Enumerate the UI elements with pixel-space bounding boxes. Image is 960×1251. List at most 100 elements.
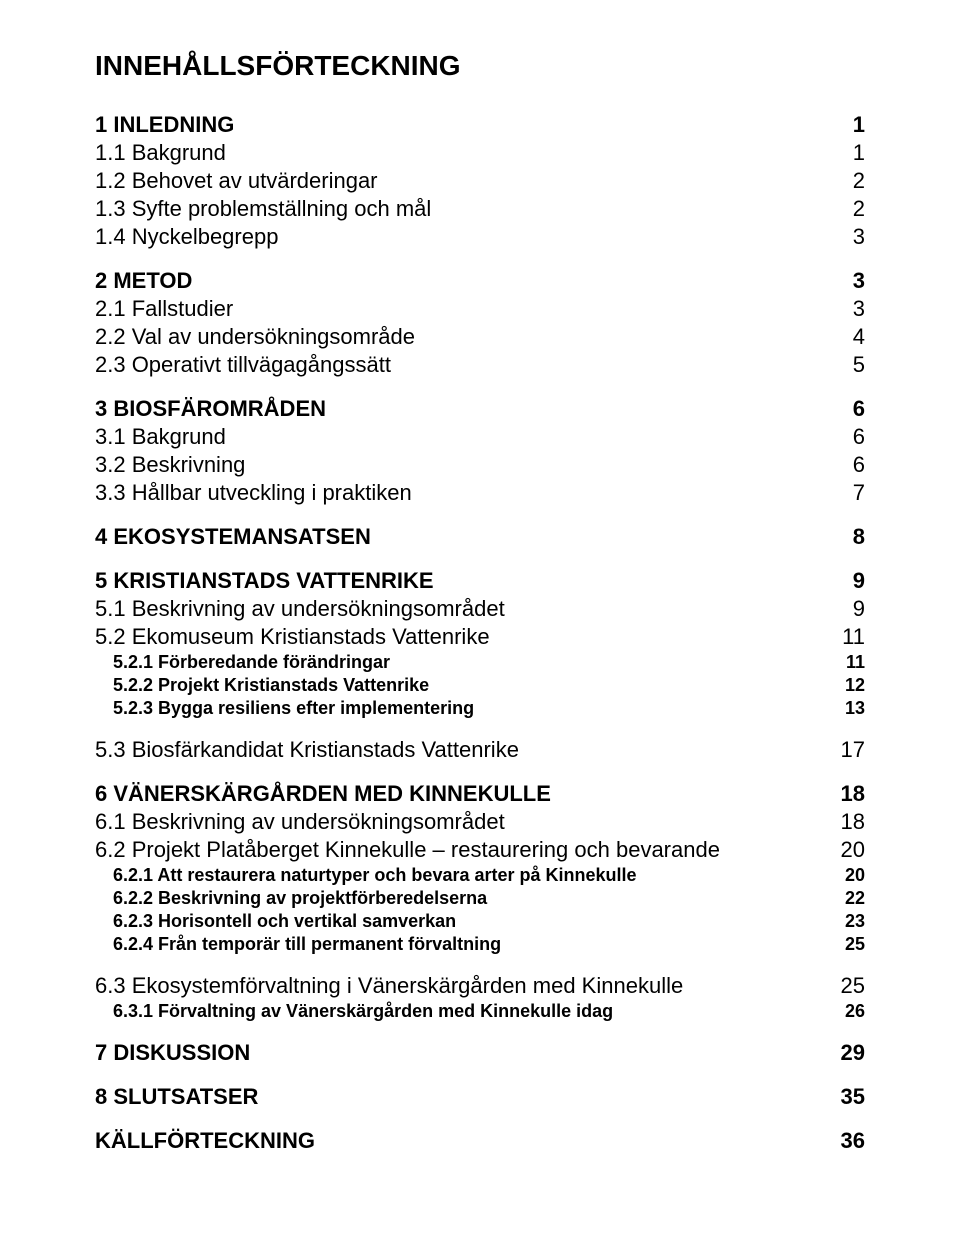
toc-entry-label: 6.2.2 Beskrivning av projektförberedelse… [113,888,835,909]
toc-entry: 1.1 Bakgrund1 [95,140,865,166]
toc-entry-label: 6.3.1 Förvaltning av Vänerskärgården med… [113,1001,835,1022]
toc-entry-page: 22 [835,888,865,909]
toc-entry-page: 1 [835,140,865,166]
toc-entry: 5.1 Beskrivning av undersökningsområdet9 [95,596,865,622]
toc-entry-label: 2.2 Val av undersökningsområde [95,324,835,350]
toc-entry: 5.3 Biosfärkandidat Kristianstads Vatten… [95,737,865,763]
toc-entry-label: 3 BIOSFÄROMRÅDEN [95,396,835,422]
toc-entry: 5.2.3 Bygga resiliens efter implementeri… [95,698,865,719]
toc-entry: 5.2 Ekomuseum Kristianstads Vattenrike11 [95,624,865,650]
toc-entry: 1.4 Nyckelbegrepp3 [95,224,865,250]
toc-entry-page: 6 [835,424,865,450]
toc-entry-page: 12 [835,675,865,696]
toc-entry: 6.3 Ekosystemförvaltning i Vänerskärgård… [95,973,865,999]
toc-entry: 1 INLEDNING1 [95,112,865,138]
toc-entry-page: 23 [835,911,865,932]
toc-entry-page: 20 [835,837,865,863]
toc-entry-page: 36 [835,1128,865,1154]
toc-entry: 6.2.4 Från temporär till permanent förva… [95,934,865,955]
toc-entry-label: 6.2.1 Att restaurera naturtyper och beva… [113,865,835,886]
toc-entry: 6.1 Beskrivning av undersökningsområdet1… [95,809,865,835]
toc-entry: 1.2 Behovet av utvärderingar2 [95,168,865,194]
toc-entry-page: 25 [835,973,865,999]
toc-entry-label: 6 VÄNERSKÄRGÅRDEN MED KINNEKULLE [95,781,835,807]
toc-entry-label: 3.1 Bakgrund [95,424,835,450]
toc-entry-page: 25 [835,934,865,955]
document-title: INNEHÅLLSFÖRTECKNING [95,50,865,82]
toc-entry-page: 29 [835,1040,865,1066]
toc-entry: KÄLLFÖRTECKNING36 [95,1128,865,1154]
toc-entry-page: 6 [835,396,865,422]
toc-entry-page: 3 [835,268,865,294]
toc-entry-label: 5.2.2 Projekt Kristianstads Vattenrike [113,675,835,696]
toc-entry: 6.2.1 Att restaurera naturtyper och beva… [95,865,865,886]
toc-entry-page: 17 [835,737,865,763]
toc-entry-label: 6.2.3 Horisontell och vertikal samverkan [113,911,835,932]
toc-entry-page: 7 [835,480,865,506]
toc-entry: 3 BIOSFÄROMRÅDEN6 [95,396,865,422]
toc-entry-page: 3 [835,296,865,322]
toc-entry-page: 9 [835,596,865,622]
toc-entry-page: 2 [835,168,865,194]
toc-entry: 5.2.1 Förberedande förändringar11 [95,652,865,673]
table-of-contents: 1 INLEDNING11.1 Bakgrund11.2 Behovet av … [95,112,865,1154]
toc-entry: 3.2 Beskrivning6 [95,452,865,478]
toc-entry-label: 1.3 Syfte problemställning och mål [95,196,835,222]
toc-entry-label: 2.1 Fallstudier [95,296,835,322]
toc-entry-label: 5.2 Ekomuseum Kristianstads Vattenrike [95,624,835,650]
toc-entry-page: 4 [835,324,865,350]
toc-entry: 6.2 Projekt Platåberget Kinnekulle – res… [95,837,865,863]
toc-entry: 7 DISKUSSION29 [95,1040,865,1066]
toc-entry-label: 5.1 Beskrivning av undersökningsområdet [95,596,835,622]
toc-entry-label: 6.3 Ekosystemförvaltning i Vänerskärgård… [95,973,835,999]
toc-entry: 1.3 Syfte problemställning och mål2 [95,196,865,222]
toc-entry: 5.2.2 Projekt Kristianstads Vattenrike12 [95,675,865,696]
toc-entry-page: 1 [835,112,865,138]
toc-entry: 8 SLUTSATSER35 [95,1084,865,1110]
toc-entry-page: 35 [835,1084,865,1110]
toc-entry-page: 6 [835,452,865,478]
toc-entry: 3.3 Hållbar utveckling i praktiken7 [95,480,865,506]
toc-entry: 6 VÄNERSKÄRGÅRDEN MED KINNEKULLE18 [95,781,865,807]
toc-entry-label: 2 METOD [95,268,835,294]
toc-entry: 2.3 Operativt tillvägagångssätt5 [95,352,865,378]
toc-entry-label: 1.1 Bakgrund [95,140,835,166]
toc-entry: 5 KRISTIANSTADS VATTENRIKE9 [95,568,865,594]
toc-entry-label: 1.4 Nyckelbegrepp [95,224,835,250]
toc-entry-label: 3.2 Beskrivning [95,452,835,478]
toc-entry: 2 METOD3 [95,268,865,294]
toc-entry-label: 1.2 Behovet av utvärderingar [95,168,835,194]
toc-entry-page: 5 [835,352,865,378]
toc-entry-label: 5.3 Biosfärkandidat Kristianstads Vatten… [95,737,835,763]
toc-entry-page: 18 [835,781,865,807]
toc-entry: 2.1 Fallstudier3 [95,296,865,322]
toc-entry: 4 EKOSYSTEMANSATSEN8 [95,524,865,550]
toc-entry-page: 9 [835,568,865,594]
toc-entry-page: 2 [835,196,865,222]
toc-entry-page: 13 [835,698,865,719]
toc-entry-label: KÄLLFÖRTECKNING [95,1128,835,1154]
toc-entry-label: 5 KRISTIANSTADS VATTENRIKE [95,568,835,594]
toc-entry-label: 6.1 Beskrivning av undersökningsområdet [95,809,835,835]
toc-entry-page: 18 [835,809,865,835]
toc-entry-label: 5.2.3 Bygga resiliens efter implementeri… [113,698,835,719]
toc-entry-page: 20 [835,865,865,886]
toc-entry-page: 8 [835,524,865,550]
toc-entry-label: 3.3 Hållbar utveckling i praktiken [95,480,835,506]
toc-entry-label: 5.2.1 Förberedande förändringar [113,652,835,673]
toc-entry-page: 26 [835,1001,865,1022]
toc-entry-label: 7 DISKUSSION [95,1040,835,1066]
toc-entry-label: 6.2 Projekt Platåberget Kinnekulle – res… [95,837,835,863]
toc-entry: 6.3.1 Förvaltning av Vänerskärgården med… [95,1001,865,1022]
toc-entry-page: 3 [835,224,865,250]
toc-entry-label: 4 EKOSYSTEMANSATSEN [95,524,835,550]
toc-entry-page: 11 [835,624,865,650]
toc-entry-page: 11 [835,652,865,673]
toc-entry-label: 1 INLEDNING [95,112,835,138]
toc-entry: 6.2.2 Beskrivning av projektförberedelse… [95,888,865,909]
toc-entry-label: 2.3 Operativt tillvägagångssätt [95,352,835,378]
toc-entry-label: 8 SLUTSATSER [95,1084,835,1110]
toc-entry: 2.2 Val av undersökningsområde4 [95,324,865,350]
toc-entry-label: 6.2.4 Från temporär till permanent förva… [113,934,835,955]
toc-entry: 3.1 Bakgrund6 [95,424,865,450]
